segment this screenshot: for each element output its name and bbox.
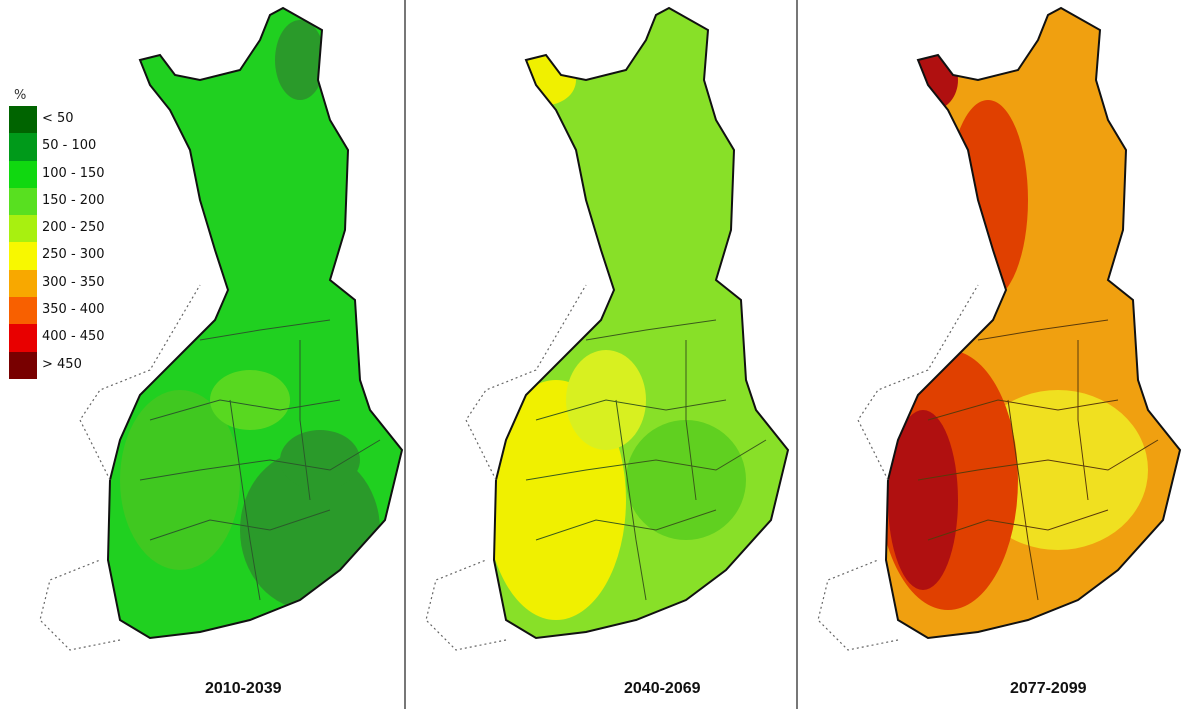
legend-swatch [9,215,37,243]
finland-map-2 [425,7,789,651]
legend-label: 150 - 200 [42,192,105,208]
legend-item: 100 - 150 [6,160,136,188]
legend-label: < 50 [42,111,74,126]
map2-region-east [626,420,746,540]
legend-rows: < 50 50 - 100 100 - 150 150 - 200 200 - 250 2… [6,106,136,379]
map-panel-1: 2010-2039 [0,0,404,709]
map3-region-coast-darkred [888,410,958,590]
legend-unit: % [14,88,27,103]
map3-regional-borders [917,319,1159,601]
map3-region-northwest-darkred [908,50,958,110]
map1-region-east [280,430,360,490]
finland-map-1 [39,7,403,651]
map-panel-3: 2077-2099 [798,0,1200,709]
legend-label: 50 - 100 [42,138,97,154]
period-label-2: 2040-2069 [624,680,701,697]
legend-swatch [9,187,37,216]
legend-swatch [9,351,37,379]
legend-item: > 450 [6,351,136,379]
legend-label: 200 - 250 [42,220,105,236]
legend-item: 350 - 400 [6,297,136,325]
legend-item: 50 - 100 [6,133,136,161]
legend-swatch [9,242,37,270]
legend-item: 150 - 200 [6,187,136,216]
legend-swatch [9,269,37,298]
legend-swatch [9,324,37,352]
panel-divider-1 [404,0,406,709]
map1-regional-borders [139,319,381,601]
legend-item: 250 - 300 [6,242,136,270]
legend: % < 50 50 - 100 100 - 150 150 - 200 200 - 25… [6,86,136,379]
legend-swatch [9,106,37,134]
legend-label: 400 - 450 [42,329,105,345]
finland-map-3 [817,7,1181,651]
map2-regional-borders [525,319,767,601]
map1-region-west [120,390,240,570]
legend-swatch [9,297,37,325]
map-panel-2: 2040-2069 [406,0,796,709]
legend-item: 200 - 250 [6,215,136,243]
map1-region-central [210,370,290,430]
legend-swatch [9,133,37,161]
legend-label: 250 - 300 [42,247,105,263]
legend-label: 100 - 150 [42,165,105,181]
panel-divider-2 [796,0,798,709]
legend-item: < 50 [6,106,136,134]
period-label-3: 2077-2099 [1010,680,1087,697]
period-label-1: 2010-2039 [205,680,282,697]
legend-label: 300 - 350 [42,274,105,290]
legend-item: 300 - 350 [6,269,136,298]
legend-label: > 450 [42,356,82,372]
legend-label: 350 - 400 [42,302,105,318]
legend-item: 400 - 450 [6,324,136,352]
map3-region-north-orange-red [948,100,1028,300]
legend-swatch [9,160,37,188]
map1-region-north [275,20,325,100]
